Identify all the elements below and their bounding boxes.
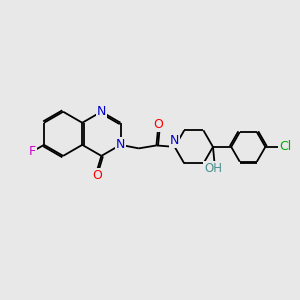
- Text: F: F: [29, 145, 36, 158]
- Text: O: O: [92, 169, 102, 182]
- Text: N: N: [97, 105, 106, 118]
- Text: OH: OH: [204, 162, 222, 175]
- Text: N: N: [116, 138, 125, 151]
- Text: Cl: Cl: [279, 140, 291, 153]
- Text: O: O: [153, 118, 163, 131]
- Text: N: N: [170, 134, 179, 147]
